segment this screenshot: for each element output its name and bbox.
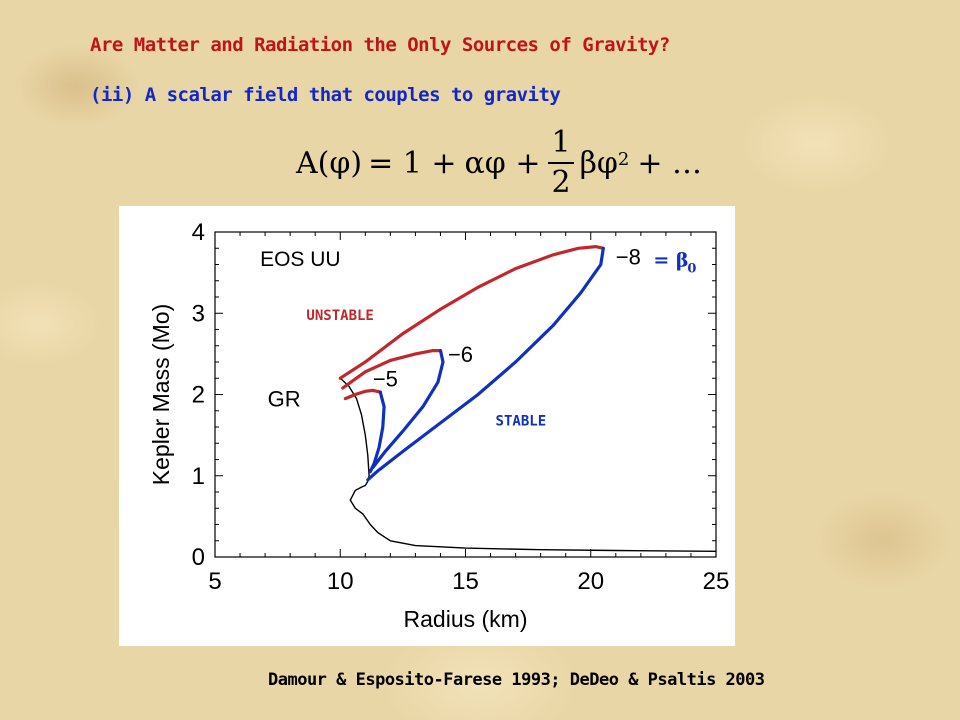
y-tick-label: 4 <box>192 219 205 246</box>
y-tick-label: 1 <box>192 463 205 490</box>
series-label: −6 <box>448 342 473 367</box>
equation-quadratic-term: βφ <box>579 145 618 181</box>
x-tick-label: 25 <box>703 568 730 595</box>
series-label: −5 <box>373 366 398 391</box>
mass-radius-chart: 5 10 15 20 25 0 1 2 3 4 Radius (km) Kepler Mass (Mo… <box>119 206 735 646</box>
equation-exponent: 2 <box>617 148 630 170</box>
stable-branch <box>366 246 605 482</box>
unstable-branch <box>341 349 443 390</box>
beta-annotation: = β <box>653 250 688 272</box>
x-tick-label: 15 <box>452 568 479 595</box>
x-tick-label: 5 <box>208 568 221 595</box>
fraction-denominator: 2 <box>551 165 571 200</box>
scalar-coupling-equation: A(φ) = 1 + αφ + 1 2 βφ 2 + … <box>296 128 702 198</box>
y-tick-label: 3 <box>192 300 205 327</box>
beta-subscript: 0 <box>687 262 696 277</box>
stable-annotation: STABLE <box>496 413 547 429</box>
equation-equals: = 1 + <box>368 145 457 181</box>
chart-axes: 5 10 15 20 25 0 1 2 3 4 Radius (km) Kepler Mass (Mo… <box>148 219 729 632</box>
unstable-branch <box>338 244 605 380</box>
panel-label-eos: EOS UU <box>260 248 341 271</box>
slide-title: Are Matter and Radiation the Only Source… <box>90 34 670 56</box>
chart-labels: GR −5 −6 −8 EOS UU UNSTABLE STABLE = β0 <box>260 244 696 429</box>
x-tick-label: 10 <box>327 568 354 595</box>
x-tick-label: 20 <box>577 568 604 595</box>
equation-tail: + … <box>637 145 703 181</box>
citation: Damour & Esposito-Farese 1993; DeDeo & P… <box>268 670 765 690</box>
series-label: −8 <box>616 244 641 269</box>
fraction-numerator: 1 <box>548 128 574 164</box>
y-tick-label: 2 <box>192 382 205 409</box>
stable-branch <box>371 349 445 470</box>
chart-svg: 5 10 15 20 25 0 1 2 3 4 Radius (km) Kepler Mass (Mo… <box>148 219 729 632</box>
series-label-gr: GR <box>268 387 301 412</box>
x-axis-label: Radius (km) <box>404 606 528 632</box>
y-axis-label: Kepler Mass (Mo) <box>148 304 174 485</box>
unstable-annotation: UNSTABLE <box>306 308 373 324</box>
unstable-branch <box>343 388 382 401</box>
gr-curve <box>339 377 717 552</box>
y-tick-label: 0 <box>192 544 205 571</box>
chart-curves <box>338 244 717 552</box>
equation-linear-term: αφ + <box>464 145 541 181</box>
equation-lhs: A(φ) <box>296 145 363 181</box>
slide-subtitle: (ii) A scalar field that couples to grav… <box>90 84 561 106</box>
equation-fraction: 1 2 <box>548 128 574 200</box>
